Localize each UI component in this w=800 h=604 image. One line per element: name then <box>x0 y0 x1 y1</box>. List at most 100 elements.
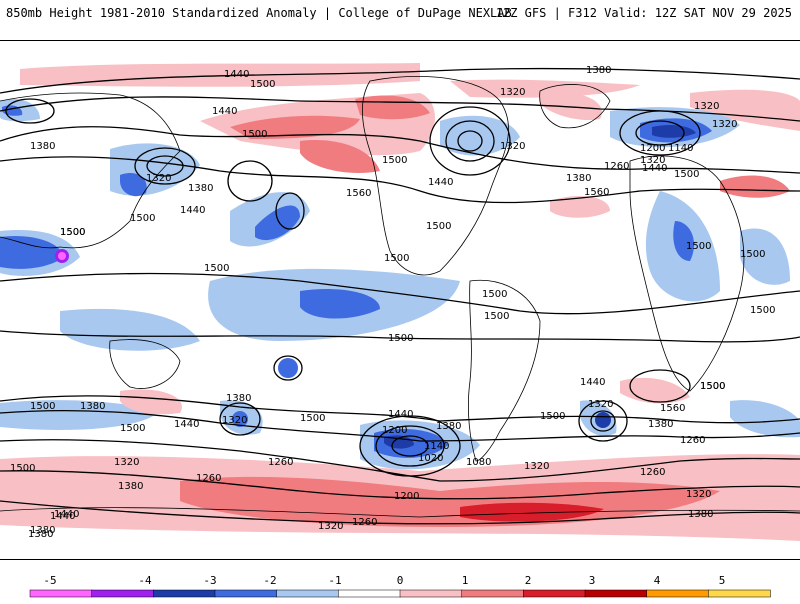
contour-label: 1500 <box>700 381 725 392</box>
negative-anomaly-region <box>278 358 298 378</box>
contour-labels: 1440 1500 1380 1320 1440 1500 1500 1380 … <box>10 65 775 540</box>
colorbar-label: -4 <box>138 574 152 587</box>
colorbar-swatch <box>584 589 648 598</box>
contour-label: 1260 <box>196 473 221 484</box>
contour-label: 1320 <box>694 101 719 112</box>
contour-label: 1260 <box>352 517 377 528</box>
contour-label: 1500 <box>750 305 775 316</box>
coastlines <box>0 76 800 518</box>
contour-label: 1320 <box>222 415 247 426</box>
contour-label: 1440 <box>224 69 249 80</box>
contour-label: 1320 <box>686 489 711 500</box>
contour-label: 1500 <box>60 227 85 238</box>
contour-label: 1440 <box>54 509 79 520</box>
positive-anomaly-region <box>690 89 800 131</box>
contour-label: 1320 <box>318 521 343 532</box>
contour-label: 1320 <box>712 119 737 130</box>
contour-label: 1200 <box>394 491 419 502</box>
contour-label: 1380 <box>28 529 53 540</box>
colorbar-swatch <box>338 589 401 598</box>
contour-label: 1140 <box>424 441 449 452</box>
contour-label: 1440 <box>642 163 667 174</box>
contour-label: 1500 <box>204 263 229 274</box>
colorbar-swatch <box>399 589 463 598</box>
colorbar-swatch <box>646 589 710 598</box>
anomaly-shading <box>0 63 800 541</box>
contour-label: 1440 <box>212 106 237 117</box>
contour-label: 1320 <box>500 87 525 98</box>
contour-label: 1500 <box>388 333 413 344</box>
colorbar-swatch <box>461 589 525 598</box>
colorbar: -5 -4 -3 -2 -1 0 1 2 3 4 5 <box>0 560 800 600</box>
contour-label: 1320 <box>500 141 525 152</box>
negative-anomaly-region <box>595 412 611 428</box>
positive-anomaly-region <box>230 115 360 139</box>
positive-anomaly-region <box>550 196 610 218</box>
contour-label: 1380 <box>436 421 461 432</box>
contour-label: 1320 <box>114 457 139 468</box>
negative-anomaly-region <box>232 411 248 427</box>
contour-label: 1260 <box>640 467 665 478</box>
colorbar-swatch <box>91 589 155 598</box>
colorbar-labels: -5 -4 -3 -2 -1 0 1 2 3 4 5 <box>43 574 725 587</box>
negative-anomaly-region <box>673 221 695 261</box>
contour-label: 1440 <box>180 205 205 216</box>
contour-label: 1380 <box>586 65 611 76</box>
positive-anomaly-region <box>300 140 380 173</box>
positive-anomaly-region <box>720 175 790 198</box>
colorbar-label: 5 <box>719 574 726 587</box>
contour-label: 1500 <box>30 401 55 412</box>
contour-label: 1380 <box>648 419 673 430</box>
contour-label: 1500 <box>120 423 145 434</box>
contour-label: 1260 <box>680 435 705 446</box>
contour-label: 1380 <box>688 509 713 520</box>
contour-label: 1440 <box>50 511 75 522</box>
negative-anomaly-region <box>652 125 696 138</box>
colorbar-swatch <box>29 589 93 598</box>
colorbar-swatches <box>29 589 771 598</box>
contour-label: 1500 <box>10 463 35 474</box>
contour-label: 1320 <box>146 173 171 184</box>
strong-negative-anomaly <box>58 252 66 260</box>
colorbar-label: 2 <box>525 574 532 587</box>
contour-label: 1500 <box>384 253 409 264</box>
contour-label: 1440 <box>428 177 453 188</box>
contour-label: 1200 <box>382 425 407 436</box>
contour-label: 1440 <box>388 409 413 420</box>
map-canvas: 1440 1500 1380 1320 1440 1500 1500 1380 … <box>0 63 800 541</box>
colorbar-swatch <box>523 589 586 598</box>
contour-label: 1500 <box>700 381 725 392</box>
contour-label: 1500 <box>250 79 275 90</box>
contour-label: 1080 <box>466 457 491 468</box>
anomaly-map: 1440 1500 1380 1320 1440 1500 1500 1380 … <box>0 40 800 560</box>
colorbar-label: -2 <box>263 574 276 587</box>
colorbar-swatch <box>276 589 340 598</box>
contour-label: 1380 <box>30 525 55 536</box>
negative-anomaly-region <box>300 289 380 319</box>
contour-label: 1500 <box>482 289 507 300</box>
colorbar-swatch <box>153 589 216 598</box>
colorbar-label: 4 <box>654 574 661 587</box>
contour-label: 1260 <box>604 161 629 172</box>
contour-label: 1380 <box>80 401 105 412</box>
contour-label: 1500 <box>60 227 85 238</box>
contour-label: 1380 <box>30 141 55 152</box>
contour-label: 1200 <box>640 143 665 154</box>
contour-label: 1260 <box>268 457 293 468</box>
contour-label: 1500 <box>426 221 451 232</box>
contour-label: 1500 <box>130 213 155 224</box>
contour-label: 1500 <box>300 413 325 424</box>
run-valid-time: 12Z GFS | F312 Valid: 12Z SAT NOV 29 202… <box>495 6 792 20</box>
contour-label: 1560 <box>584 187 609 198</box>
contour-label: 1380 <box>118 481 143 492</box>
contour-label: 1500 <box>540 411 565 422</box>
contour-label: 1380 <box>226 393 251 404</box>
contour-label: 1440 <box>580 377 605 388</box>
colorbar-label: -5 <box>43 574 56 587</box>
contour-label: 1500 <box>484 311 509 322</box>
contour-label: 1380 <box>566 173 591 184</box>
colorbar-label: 1 <box>462 574 469 587</box>
contour-label: 1320 <box>524 461 549 472</box>
contour-label: 1380 <box>188 183 213 194</box>
contour-label: 1500 <box>740 249 765 260</box>
